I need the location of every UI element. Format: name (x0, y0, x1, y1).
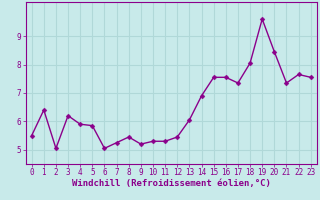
X-axis label: Windchill (Refroidissement éolien,°C): Windchill (Refroidissement éolien,°C) (72, 179, 271, 188)
